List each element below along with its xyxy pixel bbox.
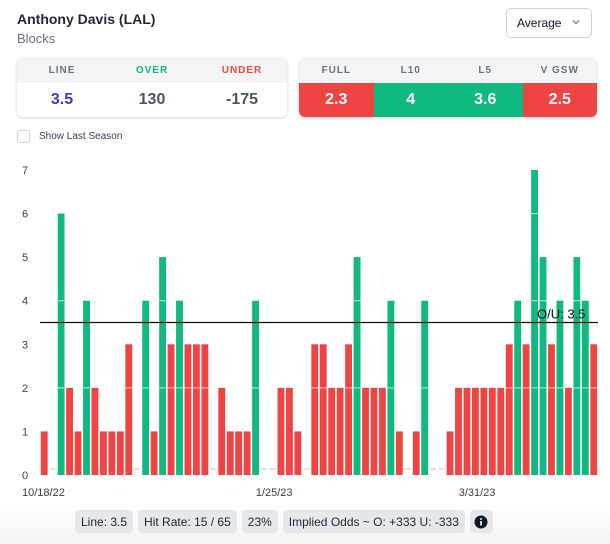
game-bar[interactable] <box>99 431 107 475</box>
hit-rate-pill: Hit Rate: 15 / 65 <box>138 510 237 533</box>
game-bar[interactable] <box>192 344 200 475</box>
odds-card: LINE OVER UNDER 3.5 130 -175 <box>17 58 287 117</box>
game-bar[interactable] <box>66 387 74 475</box>
y-axis: 0 1 2 3 4 5 6 7 <box>22 165 28 482</box>
game-bar[interactable] <box>328 387 336 475</box>
game-bar[interactable] <box>319 344 327 475</box>
game-bar[interactable] <box>184 344 192 475</box>
show-last-season-label: Show Last Season <box>39 131 123 142</box>
line-value: 3.5 <box>50 91 74 108</box>
game-bar[interactable] <box>74 431 82 475</box>
under-value: -175 <box>225 91 259 108</box>
average-dropdown[interactable]: Average <box>506 8 592 38</box>
info-icon <box>474 515 488 528</box>
summary-bar: Line: 3.5 Hit Rate: 15 / 65 23% Implied … <box>75 510 493 533</box>
game-bar[interactable] <box>285 387 293 475</box>
show-last-season-checkbox[interactable] <box>17 130 30 143</box>
blocks-bar-chart: 0 1 2 3 4 5 6 7 10/18/22 1/25/23 3/31/23 O/U: 3.5 <box>22 165 598 499</box>
game-bar[interactable] <box>539 257 547 475</box>
x-axis: 10/18/22 1/25/23 3/31/23 <box>22 487 495 499</box>
game-bar[interactable] <box>455 387 462 475</box>
game-bar[interactable] <box>108 431 116 475</box>
game-bar[interactable] <box>218 387 226 475</box>
game-bar[interactable] <box>463 387 471 475</box>
game-bar[interactable] <box>353 257 361 475</box>
game-bar[interactable] <box>235 431 243 475</box>
chevron-down-icon <box>572 20 580 25</box>
game-bar[interactable] <box>395 431 403 475</box>
game-bar[interactable] <box>378 387 386 475</box>
game-bar[interactable] <box>548 344 555 475</box>
stat-type: Blocks <box>17 31 56 46</box>
info-button[interactable] <box>469 510 493 533</box>
full-value: 2.3 <box>299 83 374 117</box>
y-tick-label: 6 <box>22 209 28 221</box>
game-bar[interactable] <box>201 344 209 475</box>
player-title: Anthony Davis (LAL) <box>17 11 156 27</box>
game-bar[interactable] <box>370 387 378 475</box>
game-bar[interactable] <box>167 344 175 475</box>
game-bar[interactable] <box>505 344 513 475</box>
game-bar[interactable] <box>522 344 530 475</box>
game-bar[interactable] <box>226 431 234 475</box>
dropdown-value: Average <box>517 16 562 30</box>
game-bar[interactable] <box>412 431 420 475</box>
line-header: LINE <box>48 65 76 76</box>
over-value: 130 <box>138 91 166 108</box>
vs-gsw-header: V GSW <box>540 65 579 76</box>
show-last-season-toggle[interactable]: Show Last Season <box>17 130 122 143</box>
over-header: OVER <box>135 65 169 76</box>
y-tick-label: 2 <box>22 383 28 395</box>
game-bar[interactable] <box>277 387 285 475</box>
game-bar[interactable] <box>294 431 302 475</box>
x-tick-label: 3/31/23 <box>459 487 496 499</box>
full-header: FULL <box>321 65 352 76</box>
implied-odds-pill: Implied Odds ~ O: +333 U: -333 <box>282 510 465 533</box>
game-bar[interactable] <box>488 387 496 475</box>
over-under-label: O/U: 3.5 <box>537 307 585 322</box>
game-bar[interactable] <box>590 344 598 475</box>
game-bar[interactable] <box>243 431 251 475</box>
vs-gsw-value: 2.5 <box>522 83 597 117</box>
l5-header: L5 <box>478 65 493 76</box>
game-bar[interactable] <box>57 213 65 476</box>
game-bar[interactable] <box>91 387 99 475</box>
game-bar[interactable] <box>116 431 124 475</box>
l5-value: 3.6 <box>448 83 523 117</box>
game-bar[interactable] <box>125 344 133 475</box>
game-bar[interactable] <box>159 257 167 475</box>
game-bar[interactable] <box>336 387 344 475</box>
game-bar[interactable] <box>573 257 581 475</box>
game-bar[interactable] <box>311 344 319 475</box>
y-tick-label: 5 <box>22 252 28 264</box>
game-bar[interactable] <box>446 431 454 475</box>
y-tick-label: 0 <box>22 470 28 482</box>
percent-pill: 23% <box>241 510 278 533</box>
bars <box>40 170 598 476</box>
game-bar[interactable] <box>564 387 572 475</box>
game-bar[interactable] <box>497 387 505 475</box>
x-tick-label: 1/25/23 <box>256 487 293 499</box>
y-tick-label: 7 <box>22 165 28 177</box>
x-tick-label: 10/18/22 <box>22 487 65 499</box>
game-bar[interactable] <box>150 431 158 475</box>
line-pill: Line: 3.5 <box>75 510 134 533</box>
game-bar[interactable] <box>362 387 369 475</box>
game-bar[interactable] <box>480 387 488 475</box>
y-tick-label: 1 <box>22 426 28 438</box>
averages-card: FULL L10 L5 V GSW 2.3 4 3.6 2.5 <box>299 58 597 117</box>
game-bar[interactable] <box>40 431 48 475</box>
game-bar[interactable] <box>345 344 353 475</box>
l10-value: 4 <box>373 83 448 117</box>
game-bar[interactable] <box>471 387 479 475</box>
under-header: UNDER <box>221 65 263 76</box>
y-tick-label: 4 <box>22 296 28 308</box>
l10-header: L10 <box>400 65 421 76</box>
y-tick-label: 3 <box>22 339 28 351</box>
